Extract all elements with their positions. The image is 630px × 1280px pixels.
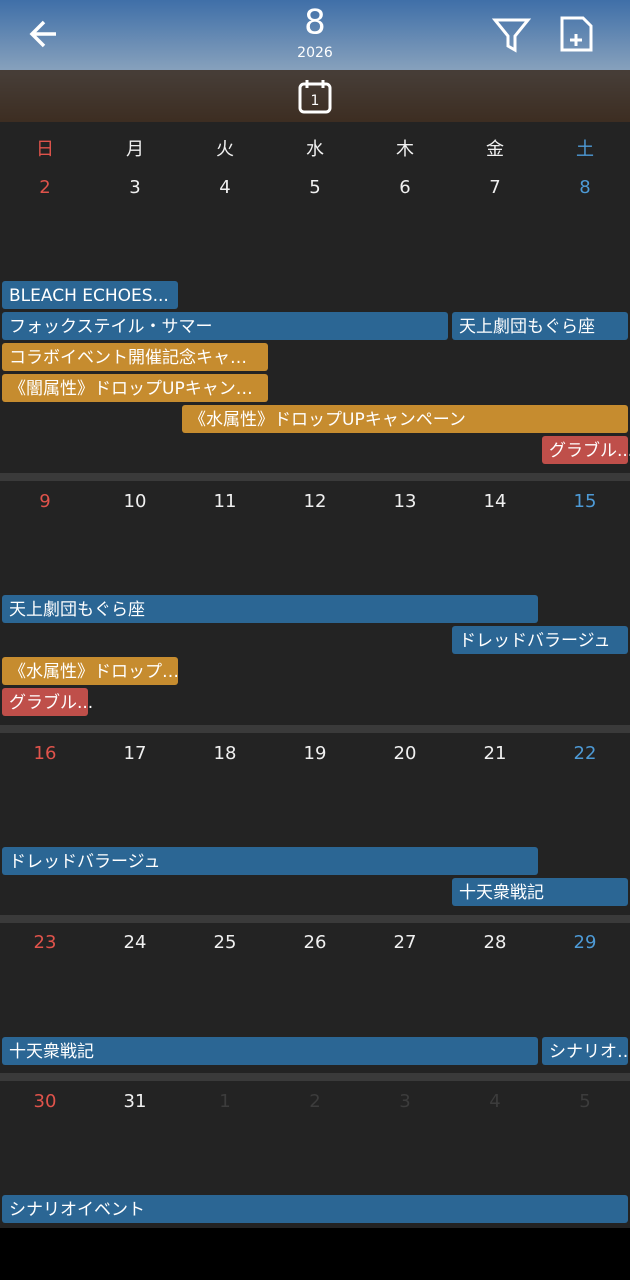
week-separator xyxy=(0,1073,630,1081)
weekday: 水 xyxy=(306,139,324,160)
event-label: シナリオイベント xyxy=(9,1200,145,1220)
event-label: フォックステイル・サマー xyxy=(9,317,213,337)
event-label: グラブル... xyxy=(549,440,630,461)
date: 22 xyxy=(574,743,597,764)
event-label: 天上劇団もぐら座 xyxy=(459,317,595,337)
date: 19 xyxy=(304,743,327,764)
weekday: 月 xyxy=(126,139,144,160)
month: 8 xyxy=(304,3,326,43)
date: 7 xyxy=(489,177,500,198)
event-bar[interactable] xyxy=(2,343,268,371)
date: 13 xyxy=(394,491,417,512)
event-label: 《水属性》ドロップUPキャンペーン xyxy=(189,410,466,430)
date: 30 xyxy=(34,1091,57,1112)
event-bar[interactable] xyxy=(2,1195,628,1223)
date: 20 xyxy=(394,743,417,764)
event-bar[interactable] xyxy=(452,312,628,340)
date: 3 xyxy=(399,1091,410,1112)
event-label: 十天衆戦記 xyxy=(9,1042,94,1062)
year: 2026 xyxy=(297,45,333,61)
date: 29 xyxy=(574,932,597,953)
date: 15 xyxy=(574,491,597,512)
date: 23 xyxy=(34,932,57,953)
event-bar[interactable] xyxy=(452,626,628,654)
event-label: グラブル... xyxy=(9,692,93,713)
date: 16 xyxy=(34,743,57,764)
date: 5 xyxy=(309,177,320,198)
event-label: シナリオ… xyxy=(549,1042,630,1062)
filter-button[interactable] xyxy=(491,18,532,53)
weekday: 土 xyxy=(576,139,594,160)
date: 6 xyxy=(399,177,410,198)
add-button[interactable] xyxy=(560,16,593,52)
date: 27 xyxy=(394,932,417,953)
event-bar[interactable] xyxy=(452,878,628,906)
date: 26 xyxy=(304,932,327,953)
event-bar[interactable] xyxy=(2,847,538,875)
event-label: 十天衆戦記 xyxy=(459,883,544,903)
today-button[interactable]: 1 xyxy=(298,80,332,114)
date: 17 xyxy=(124,743,147,764)
week-separator xyxy=(0,473,630,481)
event-bar[interactable] xyxy=(2,374,268,402)
back-button[interactable] xyxy=(29,20,56,48)
weekday: 金 xyxy=(486,139,504,160)
date: 9 xyxy=(39,491,50,512)
event-label: ドレッドバラージュ xyxy=(459,631,610,651)
event-bar[interactable] xyxy=(2,595,538,623)
date: 12 xyxy=(304,491,327,512)
week-separator xyxy=(0,725,630,733)
date: 2 xyxy=(309,1091,320,1112)
date: 25 xyxy=(214,932,237,953)
weekday: 日 xyxy=(36,139,54,160)
date: 18 xyxy=(214,743,237,764)
event-label: コラボイベント開催記念キャ… xyxy=(9,347,247,368)
date: 14 xyxy=(484,491,507,512)
date: 8 xyxy=(579,177,590,198)
date: 2 xyxy=(39,177,50,198)
date: 3 xyxy=(129,177,140,198)
event-bar[interactable] xyxy=(2,312,448,340)
weekday: 木 xyxy=(396,139,414,160)
event-label: BLEACH ECHOES... xyxy=(9,286,169,306)
event-bar[interactable] xyxy=(542,1037,628,1065)
event-label: 天上劇団もぐら座 xyxy=(9,600,145,620)
event-label: 《闇属性》ドロップUPキャン… xyxy=(9,379,253,399)
event-bar[interactable] xyxy=(2,281,178,309)
date: 11 xyxy=(214,491,237,512)
date: 10 xyxy=(124,491,147,512)
event-bar[interactable] xyxy=(2,688,88,716)
date: 31 xyxy=(124,1091,147,1112)
date: 24 xyxy=(124,932,147,953)
date: 28 xyxy=(484,932,507,953)
event-bar[interactable] xyxy=(182,405,628,433)
date: 5 xyxy=(579,1091,590,1112)
event-bar[interactable] xyxy=(2,1037,538,1065)
date: 1 xyxy=(219,1091,230,1112)
event-bar[interactable] xyxy=(542,436,628,464)
event-label: 《水属性》ドロップ… xyxy=(9,662,179,682)
week-separator xyxy=(0,915,630,923)
event-label: ドレッドバラージュ xyxy=(9,852,160,872)
event-bar[interactable] xyxy=(2,657,178,685)
date: 21 xyxy=(484,743,507,764)
today-icon-label: 1 xyxy=(311,93,320,109)
date: 4 xyxy=(219,177,230,198)
weekday: 火 xyxy=(216,139,234,160)
date: 4 xyxy=(489,1091,500,1112)
